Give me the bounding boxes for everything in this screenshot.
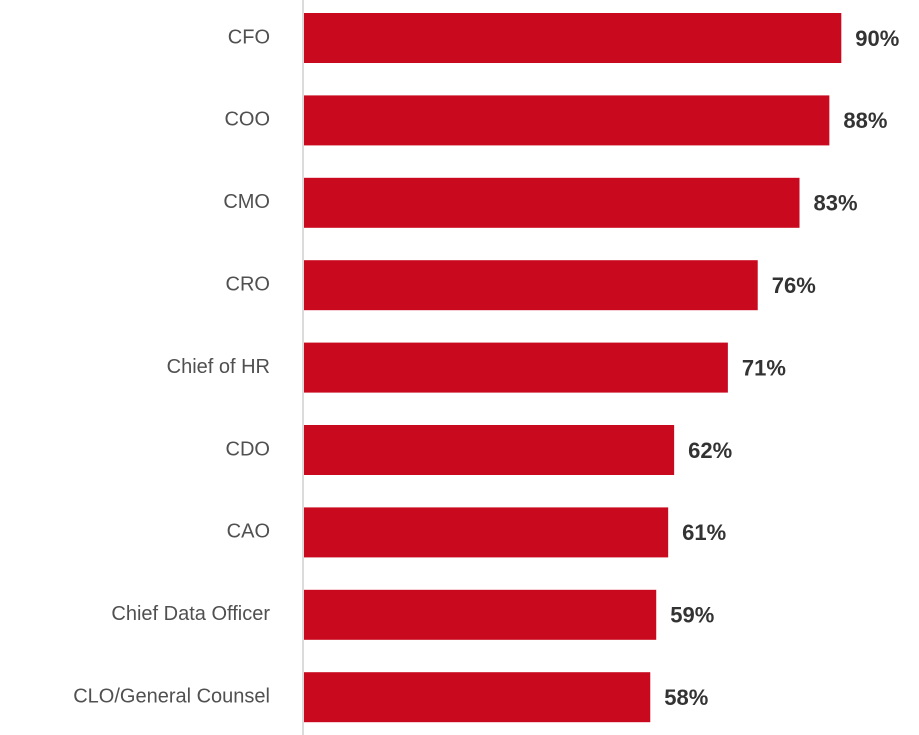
bar <box>304 507 669 558</box>
bar <box>304 95 830 146</box>
value-label: 61% <box>682 520 726 545</box>
category-label: CMO <box>223 191 270 213</box>
category-label: Chief Data Officer <box>111 603 270 625</box>
bar <box>304 177 800 228</box>
category-label: CAO <box>227 521 270 543</box>
value-label: 76% <box>772 273 816 298</box>
value-label: 58% <box>664 685 708 710</box>
bar <box>304 260 758 311</box>
category-label: CRO <box>226 273 270 295</box>
value-label: 90% <box>855 26 899 51</box>
bar <box>304 672 651 723</box>
bar <box>304 425 675 475</box>
value-label: 59% <box>670 603 714 628</box>
category-label: CFO <box>228 26 270 48</box>
category-label: CLO/General Counsel <box>73 685 270 707</box>
value-label: 83% <box>814 191 858 216</box>
value-label: 62% <box>688 438 732 463</box>
bar <box>304 342 728 393</box>
value-label: 71% <box>742 355 786 380</box>
bar <box>304 589 657 640</box>
bar <box>304 13 842 63</box>
category-label: COO <box>224 109 270 131</box>
value-label: 88% <box>843 108 887 133</box>
category-label: CDO <box>226 438 270 460</box>
category-label: Chief of HR <box>167 356 270 378</box>
